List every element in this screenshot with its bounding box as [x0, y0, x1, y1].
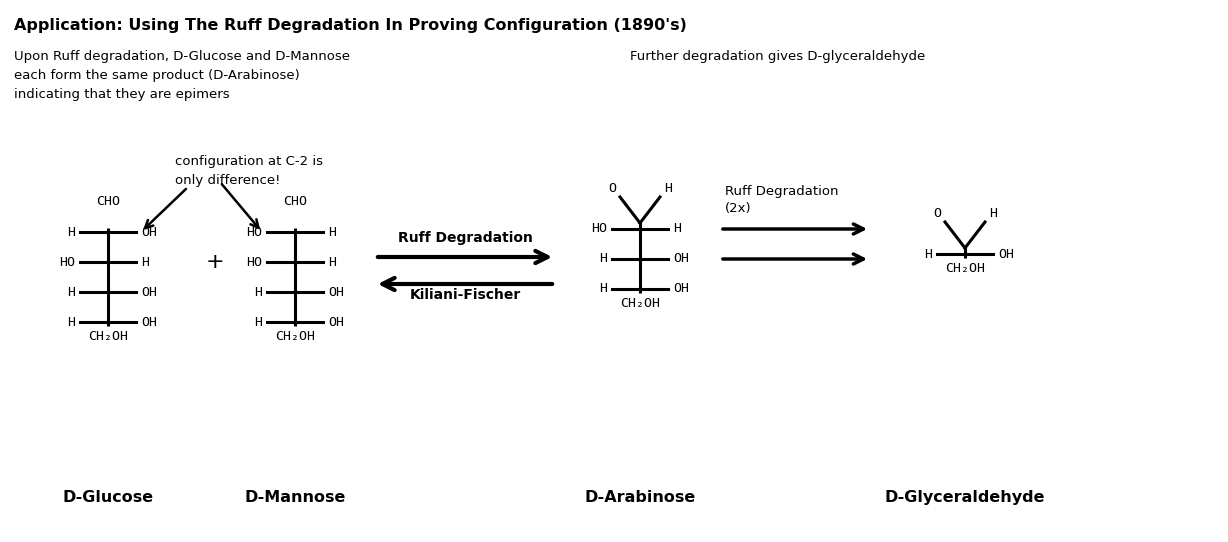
Text: OH: OH	[141, 225, 157, 238]
Text: OH: OH	[673, 253, 689, 266]
Text: O: O	[933, 207, 941, 220]
Text: HO: HO	[591, 223, 607, 236]
Text: CH₂OH: CH₂OH	[88, 330, 128, 343]
Text: H: H	[68, 286, 75, 299]
Text: OH: OH	[141, 315, 157, 328]
Text: OH: OH	[998, 248, 1014, 261]
Text: D-Glucose: D-Glucose	[63, 490, 154, 505]
Text: Ruff Degradation
(2x): Ruff Degradation (2x)	[725, 185, 839, 215]
Text: CH₂OH: CH₂OH	[946, 262, 985, 275]
Text: H: H	[599, 253, 607, 266]
Text: +: +	[205, 252, 225, 272]
Text: HO: HO	[59, 255, 75, 268]
Text: HO: HO	[246, 225, 262, 238]
Text: Upon Ruff degradation, D-Glucose and D-Mannose
each form the same product (D-Ara: Upon Ruff degradation, D-Glucose and D-M…	[14, 50, 350, 101]
Text: H: H	[599, 282, 607, 295]
Text: configuration at C-2 is
only difference!: configuration at C-2 is only difference!	[176, 155, 323, 187]
Text: Kiliani-Fischer: Kiliani-Fischer	[409, 288, 521, 302]
Text: D-Mannose: D-Mannose	[244, 490, 346, 505]
Text: H: H	[254, 286, 262, 299]
Text: D-Arabinose: D-Arabinose	[585, 490, 695, 505]
Text: CHO: CHO	[96, 195, 120, 208]
Text: H: H	[254, 315, 262, 328]
Text: Further degradation gives D-glyceraldehyde: Further degradation gives D-glyceraldehy…	[630, 50, 925, 63]
Text: O: O	[608, 182, 616, 195]
Text: D-Glyceraldehyde: D-Glyceraldehyde	[884, 490, 1045, 505]
Text: CH₂OH: CH₂OH	[275, 330, 316, 343]
Text: Application: Using The Ruff Degradation In Proving Configuration (1890's): Application: Using The Ruff Degradation …	[14, 18, 686, 33]
Text: CH₂OH: CH₂OH	[620, 297, 659, 310]
Text: OH: OH	[673, 282, 689, 295]
Text: H: H	[328, 255, 336, 268]
Text: HO: HO	[246, 255, 262, 268]
Text: H: H	[989, 207, 997, 220]
Text: H: H	[141, 255, 149, 268]
Text: H: H	[68, 225, 75, 238]
Text: H: H	[673, 223, 682, 236]
Text: H: H	[923, 248, 932, 261]
Text: H: H	[328, 225, 336, 238]
Text: OH: OH	[141, 286, 157, 299]
Text: CHO: CHO	[282, 195, 307, 208]
Text: OH: OH	[328, 286, 344, 299]
Text: OH: OH	[328, 315, 344, 328]
Text: H: H	[68, 315, 75, 328]
Text: H: H	[664, 182, 672, 195]
Text: Ruff Degradation: Ruff Degradation	[398, 231, 533, 245]
